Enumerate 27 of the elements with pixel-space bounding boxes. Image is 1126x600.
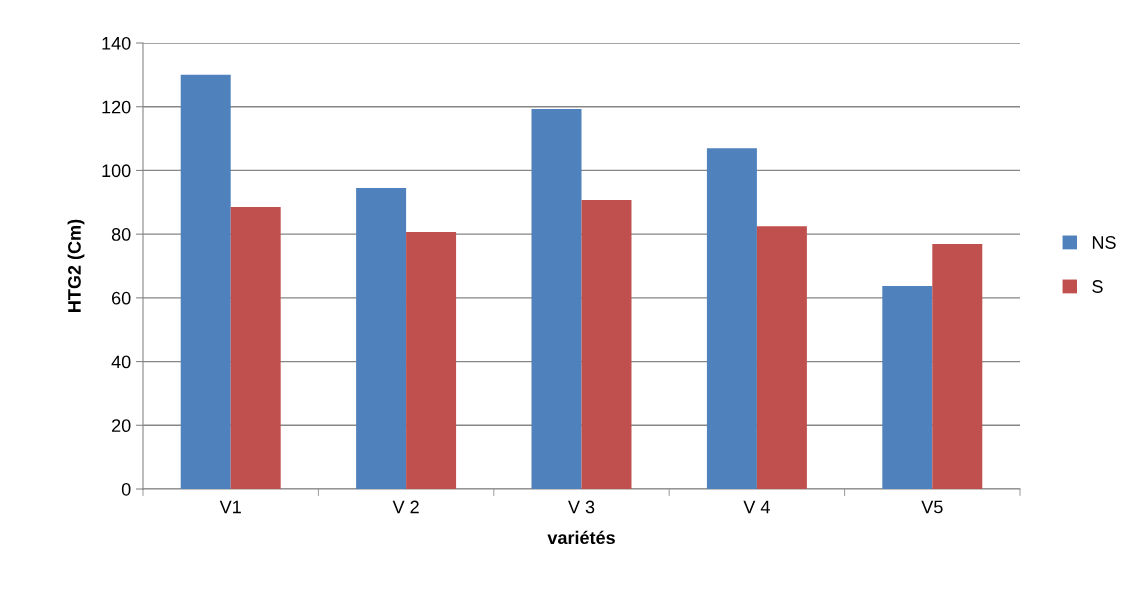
legend-label: NS xyxy=(1092,236,1116,249)
y-tick-label: 140 xyxy=(102,36,131,50)
bar xyxy=(531,108,582,489)
y-axis-title: HTG2 (Cm) xyxy=(67,219,85,312)
bar xyxy=(356,187,407,489)
bar xyxy=(932,244,983,489)
y-tick-label: 60 xyxy=(112,291,131,305)
bar xyxy=(706,148,757,489)
y-tick-label: 40 xyxy=(111,355,131,369)
x-tick-label: V1 xyxy=(219,500,241,514)
y-tick-label: 20 xyxy=(112,419,131,433)
x-tick-label: V 3 xyxy=(568,500,595,514)
y-tick-label: 120 xyxy=(102,100,131,114)
bar xyxy=(180,74,231,489)
bar xyxy=(230,207,281,489)
y-tick-label: 80 xyxy=(111,228,131,241)
x-tick-label: V5 xyxy=(921,500,943,514)
bar xyxy=(756,226,807,489)
x-tick-label: V 4 xyxy=(743,500,770,514)
bar xyxy=(406,231,457,489)
x-tick-label: V 2 xyxy=(392,500,419,514)
bar xyxy=(882,286,933,489)
x-axis-title: variétés xyxy=(547,530,615,545)
legend-label: S xyxy=(1092,280,1103,293)
y-tick-label: 100 xyxy=(102,164,131,178)
bar xyxy=(581,200,632,489)
y-tick-label: 0 xyxy=(121,482,131,496)
